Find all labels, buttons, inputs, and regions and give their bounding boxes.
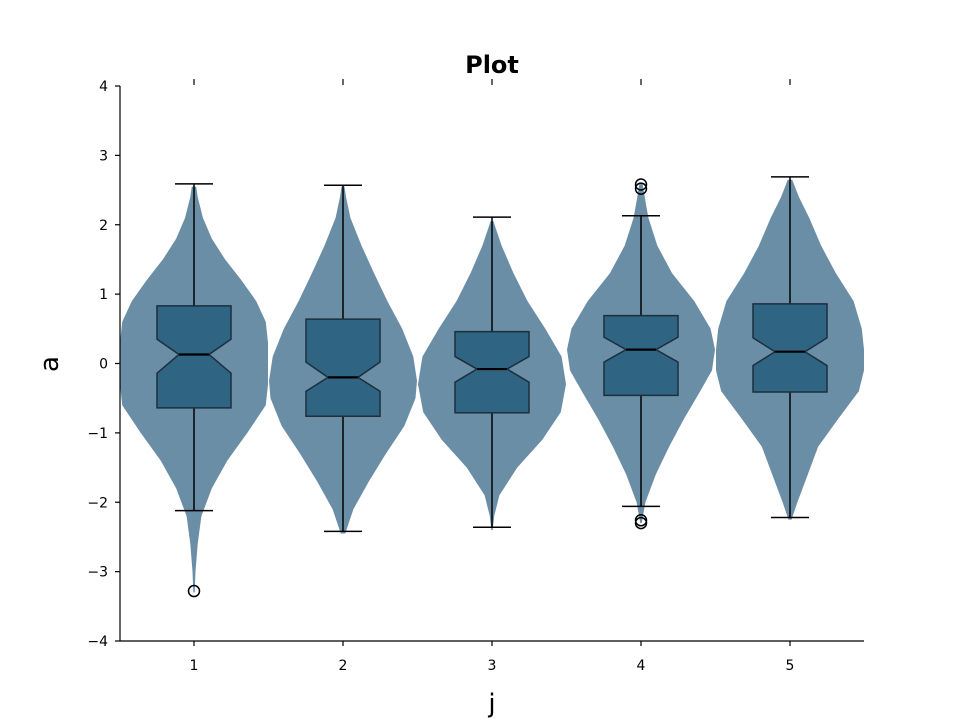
box-2 xyxy=(305,318,381,417)
y-axis-title: a xyxy=(35,356,65,372)
y-tick-label-3: 1 xyxy=(99,287,108,303)
box-5 xyxy=(752,303,828,393)
y-tick-label-1: 3 xyxy=(99,148,108,164)
outlier-4-1 xyxy=(634,182,648,195)
x-tick-label-4: 4 xyxy=(637,658,646,674)
x-tick-label-5: 5 xyxy=(786,658,795,674)
outlier-4-0 xyxy=(634,178,648,191)
outlier-1-0 xyxy=(187,584,201,598)
x-tick-label-3: 3 xyxy=(488,658,497,674)
y-tick-label-5: −1 xyxy=(87,426,108,442)
y-tick-label-8: −4 xyxy=(87,634,108,650)
x-axis-title: j xyxy=(487,689,495,719)
box-3 xyxy=(454,330,530,414)
x-tick-label-2: 2 xyxy=(339,658,348,674)
box-4 xyxy=(603,314,679,397)
y-tick-label-7: −3 xyxy=(87,565,108,581)
ticks: 4 3 2 1 0 −1 −2 −3 −4 1 2 3 4 5 xyxy=(87,79,794,674)
outlier-4-3 xyxy=(634,516,648,530)
plot-area xyxy=(120,176,864,598)
chart-title: Plot xyxy=(465,51,519,79)
y-tick-label-0: 4 xyxy=(99,79,108,95)
y-tick-label-4: 0 xyxy=(99,357,108,373)
y-tick-label-2: 2 xyxy=(99,218,108,234)
x-tick-label-1: 1 xyxy=(190,658,199,674)
y-tick-label-6: −2 xyxy=(87,495,108,511)
box-1 xyxy=(156,305,232,409)
